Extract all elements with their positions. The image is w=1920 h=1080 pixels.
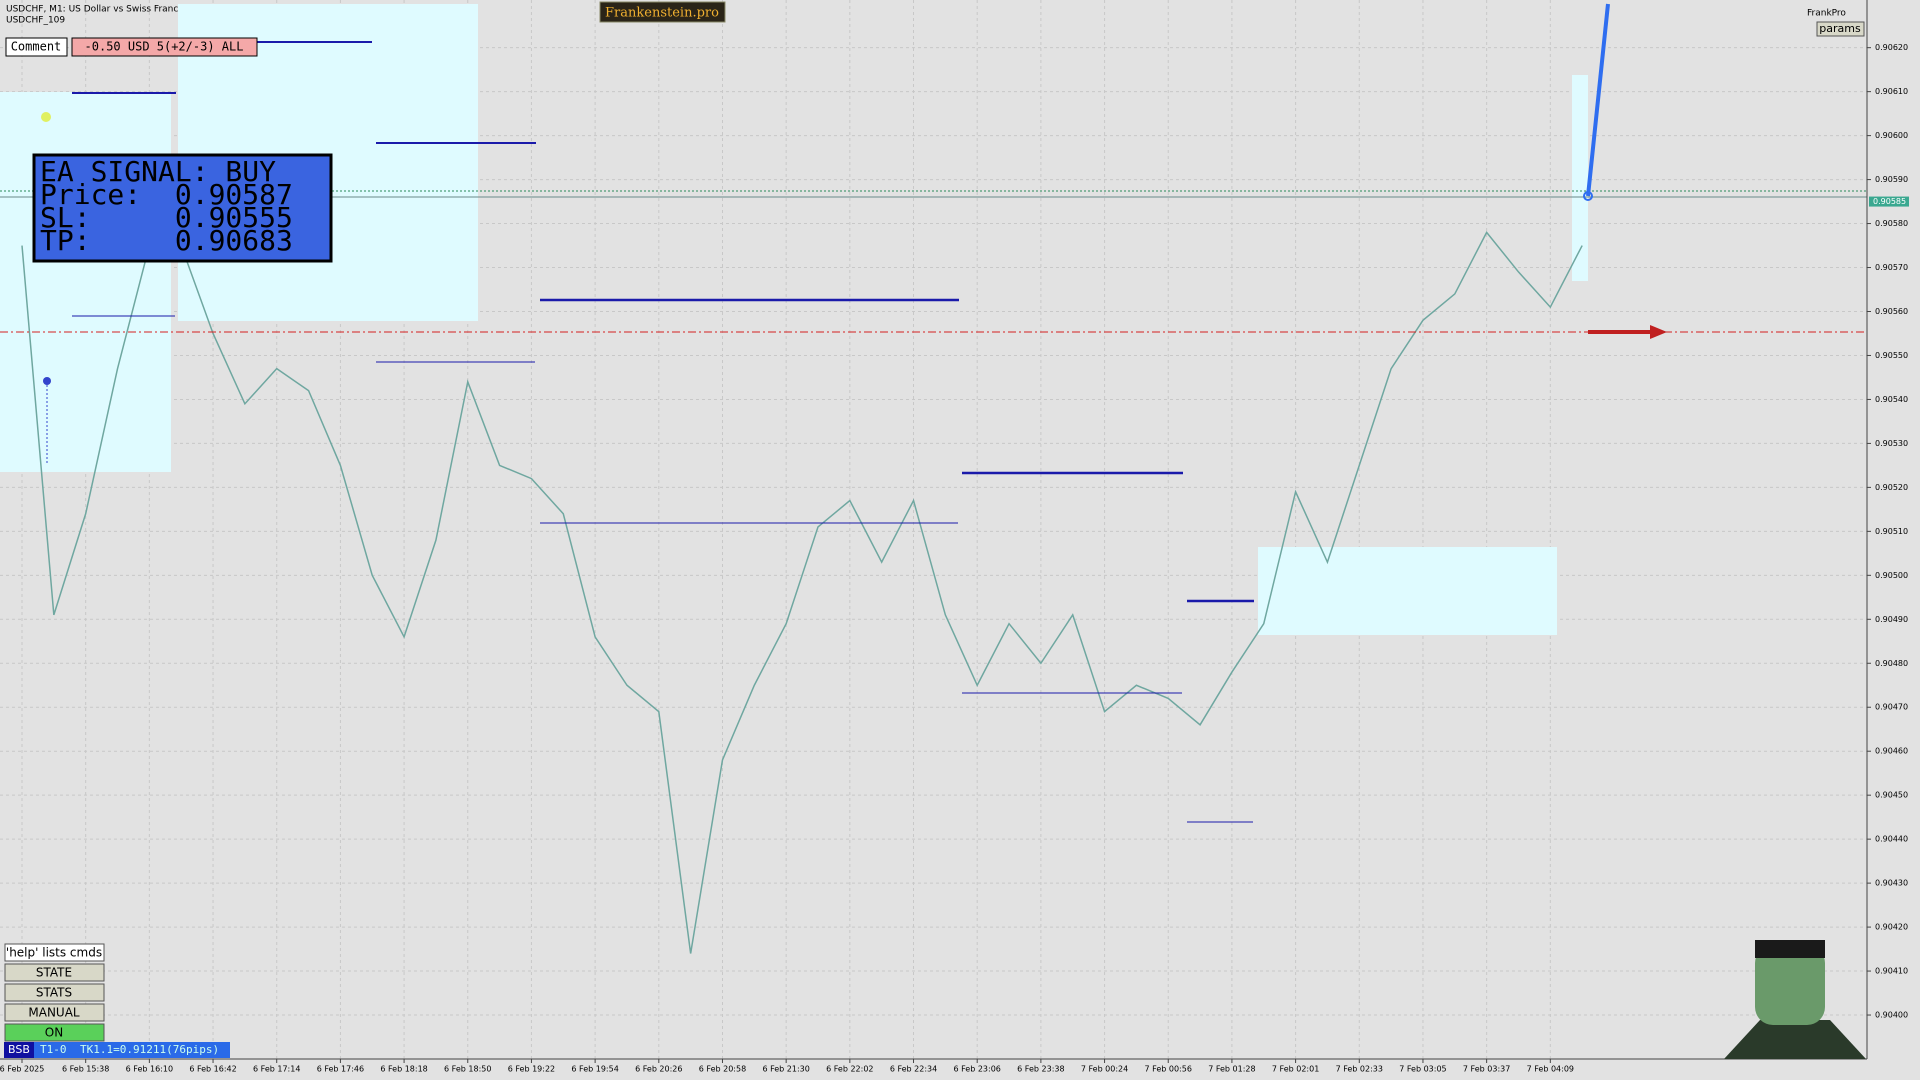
account: USDCHF_109 — [6, 16, 65, 26]
comment-label: Comment — [11, 40, 62, 54]
on-button[interactable] — [4, 1023, 105, 1042]
x-tick-label: 6 Feb 21:30 — [762, 1065, 809, 1074]
y-tick-label: 0.90500 — [1875, 571, 1908, 580]
x-tick-label: 6 Feb 23:38 — [1017, 1065, 1064, 1074]
x-tick-label: 6 Feb 2025 — [0, 1065, 44, 1074]
y-tick-label: 0.90580 — [1875, 219, 1908, 228]
profile: FrankPro — [1807, 9, 1846, 19]
y-tick-label: 0.90560 — [1875, 307, 1908, 316]
x-tick-label: 6 Feb 15:38 — [62, 1065, 109, 1074]
y-tick-label: 0.90540 — [1875, 395, 1908, 404]
x-tick-label: 6 Feb 17:14 — [253, 1065, 300, 1074]
y-tick-label: 0.90410 — [1875, 967, 1908, 976]
arrow-head — [1650, 325, 1667, 339]
signal-line: TP: 0.90683 — [40, 224, 293, 257]
y-tick-label: 0.90520 — [1875, 483, 1908, 492]
signal-panel — [32, 153, 333, 263]
x-tick-label: 6 Feb 20:26 — [635, 1065, 682, 1074]
tp-projection — [1586, 3, 1610, 197]
y-tick-label: 0.90590 — [1875, 175, 1908, 184]
x-tick-label: 6 Feb 18:50 — [444, 1065, 491, 1074]
symbol-title: USDCHF, M1: US Dollar vs Swiss Franc — [6, 5, 178, 15]
y-tick-label: 0.90610 — [1875, 87, 1908, 96]
mascot — [1724, 940, 1866, 1059]
mascot-body — [1724, 1020, 1866, 1059]
x-tick-label: 7 Feb 03:37 — [1463, 1065, 1510, 1074]
status-text: TK1.1=0.91211(76pips) — [80, 1043, 219, 1056]
levels — [0, 3, 1867, 823]
stats-label[interactable]: STATS — [36, 986, 72, 1000]
x-tick-label: 6 Feb 22:34 — [890, 1065, 937, 1074]
zone — [1258, 547, 1557, 635]
x-tick-label: 6 Feb 16:10 — [126, 1065, 173, 1074]
status-cell — [4, 1042, 34, 1058]
axes: 0.90400 0.90410 0.90420 0.90430 0.90440 0.904… — [0, 43, 1909, 1074]
x-tick-label: 6 Feb 19:22 — [508, 1065, 555, 1074]
plot — [21, 230, 1583, 954]
trade-open — [43, 377, 51, 385]
x-tick-label: 7 Feb 01:28 — [1208, 1065, 1255, 1074]
brand: Frankenstein.pro — [605, 6, 719, 21]
on-label[interactable]: ON — [45, 1026, 63, 1040]
x-tick-label: 7 Feb 02:01 — [1272, 1065, 1319, 1074]
x-tick-label: 7 Feb 00:56 — [1145, 1065, 1192, 1074]
y-tick-label: 0.90600 — [1875, 131, 1908, 140]
zone — [1572, 75, 1588, 281]
comment-box — [5, 37, 68, 57]
x-tick-label: 7 Feb 00:24 — [1081, 1065, 1128, 1074]
stats-button[interactable] — [4, 983, 105, 1002]
brand-box — [599, 1, 726, 23]
params-label[interactable]: params — [1819, 22, 1861, 35]
y-tick-label: 0.90460 — [1875, 747, 1908, 756]
mascot-hair — [1755, 940, 1825, 958]
signal-line: EA SIGNAL: BUY — [40, 155, 276, 188]
y-tick-label: 0.90530 — [1875, 439, 1908, 448]
comment-value-box — [71, 37, 258, 57]
x-tick-label: 6 Feb 17:46 — [317, 1065, 364, 1074]
y-tick-label: 0.90550 — [1875, 351, 1908, 360]
mascot-head — [1755, 945, 1825, 1025]
x-tick-label: 6 Feb 16:42 — [189, 1065, 236, 1074]
y-tick-label: 0.90490 — [1875, 615, 1908, 624]
current-price-box — [1869, 196, 1909, 207]
x-tick-label: 7 Feb 03:05 — [1399, 1065, 1446, 1074]
price-line — [21, 230, 1583, 954]
y-tick-label: 0.90470 — [1875, 703, 1908, 712]
state-button[interactable] — [4, 963, 105, 982]
y-tick-label: 0.90570 — [1875, 263, 1908, 272]
icon — [41, 112, 51, 122]
y-tick-label: 0.90620 — [1875, 43, 1908, 52]
y-tick-label: 0.90450 — [1875, 791, 1908, 800]
y-tick-label: 0.90430 — [1875, 879, 1908, 888]
status-text: BSB — [8, 1043, 30, 1056]
manual-button[interactable] — [4, 1003, 105, 1022]
help-box — [4, 943, 105, 962]
x-tick-label: 6 Feb 22:02 — [826, 1065, 873, 1074]
y-tick-label: 0.90400 — [1875, 1011, 1908, 1020]
y-tick-label: 0.90510 — [1875, 527, 1908, 536]
x-tick-label: 7 Feb 04:09 — [1527, 1065, 1574, 1074]
x-tick-label: 6 Feb 19:54 — [571, 1065, 618, 1074]
y-tick-label: 0.90440 — [1875, 835, 1908, 844]
status-cell — [34, 1042, 230, 1058]
status-text: T1-0 — [40, 1043, 67, 1056]
signal-line: SL: 0.90555 — [40, 201, 293, 234]
signal-line: Price: 0.90587 — [40, 178, 293, 211]
price-axis-bg — [1867, 0, 1920, 1080]
params-button[interactable] — [1816, 21, 1865, 37]
x-tick-label: 6 Feb 20:58 — [699, 1065, 746, 1074]
entry-marker — [1583, 191, 1593, 201]
x-tick-label: 7 Feb 02:33 — [1336, 1065, 1383, 1074]
comment-value: -0.50 USD 5(+2/-3) ALL — [85, 40, 244, 54]
help-text: 'help' lists cmds — [6, 946, 102, 960]
x-tick-label: 6 Feb 18:18 — [380, 1065, 427, 1074]
state-label[interactable]: STATE — [36, 966, 72, 980]
y-tick-label: 0.90420 — [1875, 923, 1908, 932]
current-price-label: 0.90585 — [1873, 197, 1906, 206]
y-tick-label: 0.90480 — [1875, 659, 1908, 668]
x-tick-label: 6 Feb 23:06 — [953, 1065, 1000, 1074]
manual-label[interactable]: MANUAL — [28, 1006, 80, 1020]
